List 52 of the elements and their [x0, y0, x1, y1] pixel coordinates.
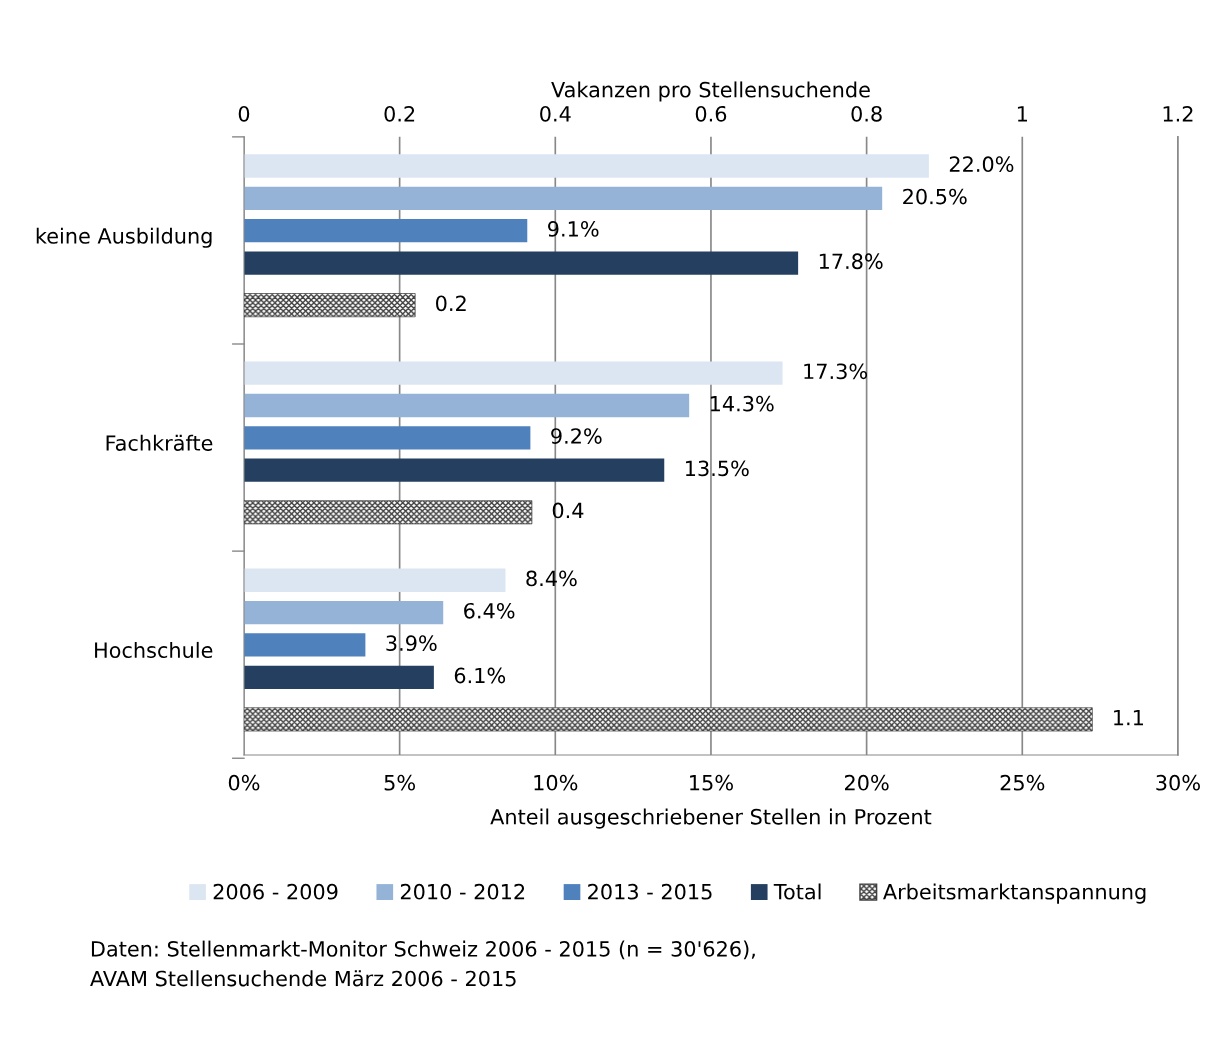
legend-label: 2010 - 2012	[400, 883, 525, 900]
data-label: 20.5%	[903, 188, 967, 205]
x2-tick-label: 1	[1017, 106, 1027, 122]
data-label: 17.8%	[819, 253, 883, 270]
x2-tick-label: 0.2	[384, 105, 415, 122]
data-label: 0.2	[436, 295, 466, 312]
data-label: 17.3%	[804, 363, 868, 380]
bar	[243, 458, 665, 482]
bar	[243, 393, 690, 418]
x-tick-label: 10%	[534, 774, 578, 791]
data-label: 13.5%	[685, 460, 749, 477]
data-label: 8.4%	[526, 570, 577, 587]
bar	[243, 600, 444, 625]
x-tick-label: 25%	[1000, 774, 1045, 791]
text: Daten: Stellenmarkt-Monitor Schweiz 2006 - 2015 (n = 30'626), AVAM Stellensuchende März 2006 - 2015	[90, 940, 755, 987]
x2-tick-label: 1.2	[1163, 105, 1193, 122]
x2-tick-label: 0.8	[851, 105, 882, 122]
x2-tick-label: 0.4	[540, 105, 571, 122]
y-tick-label: Fachkräfte	[106, 434, 213, 451]
bar	[243, 186, 883, 211]
data-label: 6.4%	[464, 602, 515, 619]
x-tick-label: 5%	[384, 774, 416, 791]
y-tick-label: keine Ausbildung	[36, 227, 212, 248]
legend-label: 2013 - 2015	[588, 883, 712, 900]
bar	[243, 361, 783, 385]
bar	[243, 154, 929, 178]
bar	[243, 665, 434, 689]
y-tick-label: Hochschule	[95, 641, 213, 659]
bar	[243, 219, 528, 243]
bar	[243, 568, 506, 592]
data-label: 0.4	[552, 502, 584, 519]
data-label: 9.1%	[548, 221, 599, 237]
data-label: 14.3%	[710, 395, 774, 412]
x2-tick-label: 0.6	[695, 105, 727, 122]
data-label: 6.1%	[454, 667, 506, 684]
bar	[243, 251, 799, 275]
x-tick-label: 20%	[844, 774, 889, 791]
x-tick-label: 30%	[1156, 774, 1200, 791]
data-label: 3.9%	[386, 635, 437, 652]
legend-label: Total	[773, 883, 821, 900]
x-axis-title: Anteil ausgeschriebener Stellen in Prozent	[490, 808, 932, 829]
x-tick-label: 15%	[690, 774, 733, 791]
legend-label: Arbeitsmarktanspannung	[883, 883, 1146, 904]
data-label: 9.2%	[551, 428, 602, 444]
data-label: 22.0%	[949, 156, 1014, 173]
data-label: 1.1	[1114, 709, 1143, 726]
x-tick-label: 0%	[228, 774, 260, 791]
bar	[243, 426, 531, 450]
x2-tick-label: 0	[238, 105, 250, 122]
x2-axis-title: Vakanzen pro Stellensuchende	[551, 81, 870, 102]
legend-label: 2006 - 2009	[213, 883, 338, 900]
bar	[243, 633, 366, 657]
